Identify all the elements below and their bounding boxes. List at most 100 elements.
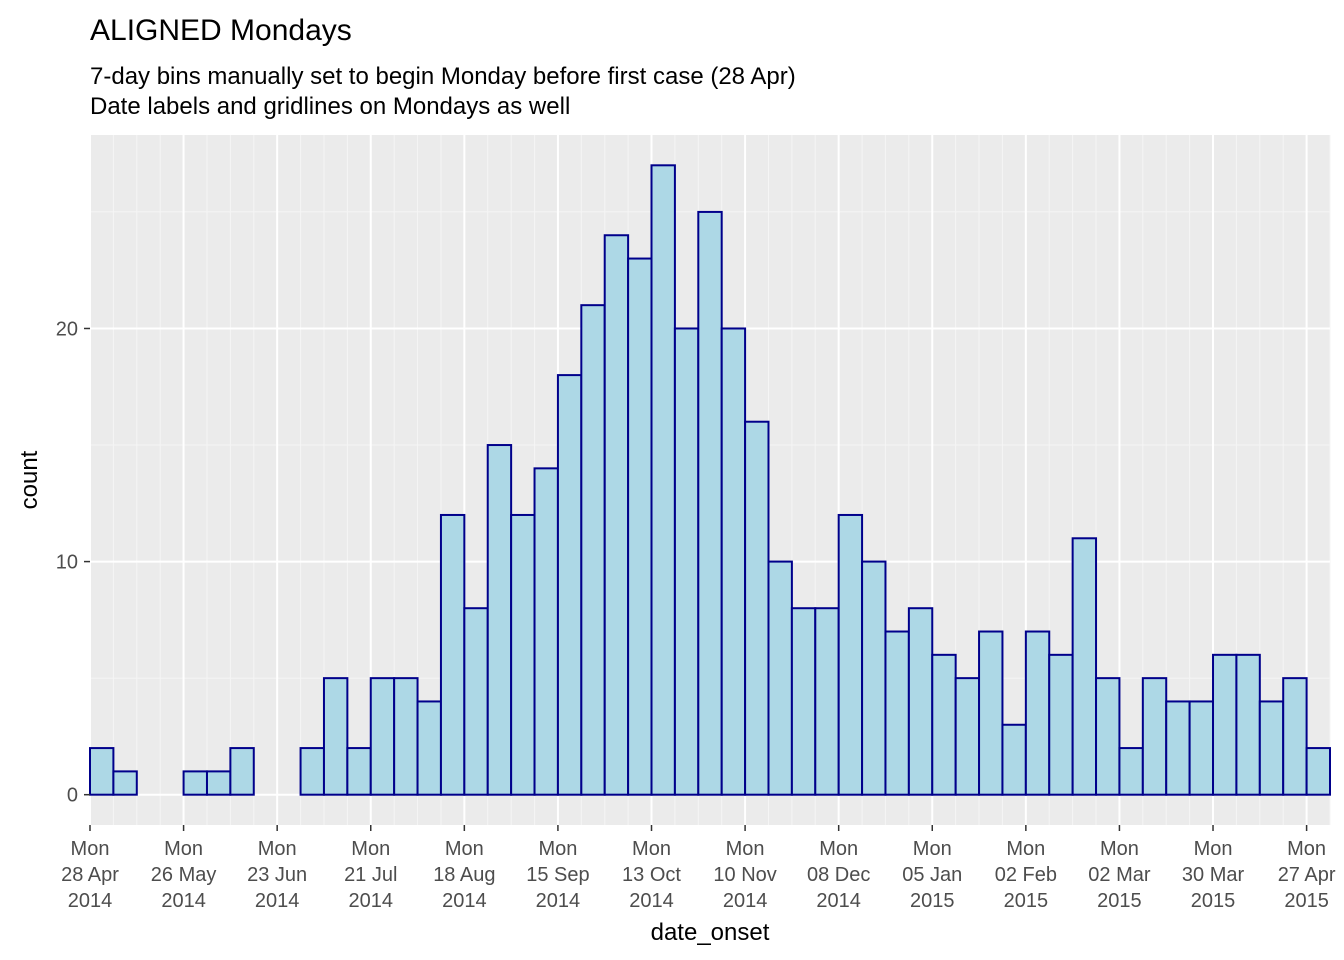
histogram-bar [89,747,115,796]
x-axis-title: date_onset [651,919,770,946]
x-tick-label: 02 Mar [1088,864,1151,886]
x-tick-label: Mon [445,838,484,860]
histogram-bar [533,467,559,796]
x-tick-label: Mon [1194,838,1233,860]
y-tick-label: 0 [67,785,78,807]
x-tick-label: 21 Jul [344,864,397,886]
histogram-bar [205,770,232,796]
histogram-bar [1188,700,1215,796]
histogram-bar [416,700,442,796]
histogram-bars [89,164,1331,796]
histogram-bar [580,304,606,796]
histogram-bar [978,630,1004,796]
x-tick-label: 23 Jun [247,864,307,886]
histogram-bar [1258,700,1285,796]
x-tick-label: Mon [71,838,110,860]
y-tick-label: 20 [56,318,78,340]
x-tick-label: 2014 [536,890,581,912]
x-tick-label: 2014 [442,890,487,912]
chart-title: ALIGNED Mondays [90,14,352,47]
x-tick-label: 2014 [349,890,394,912]
histogram-bar [954,677,981,796]
histogram-bar [439,513,466,796]
histogram-bar [907,607,934,796]
histogram-bar [556,374,583,796]
histogram-bar [790,607,817,796]
histogram-bar [697,210,723,796]
histogram-bar [884,630,910,796]
histogram-bar [1212,653,1238,796]
histogram-bar [463,607,489,796]
chart-subtitle-line-1: 7-day bins manually set to begin Monday … [90,63,796,90]
x-tick-label: Mon [1287,838,1326,860]
x-tick-label: Mon [258,838,297,860]
x-tick-label: 2014 [68,890,113,912]
x-tick-label: 2014 [816,890,861,912]
histogram-bar [1165,700,1191,796]
histogram-bar [112,770,138,796]
x-tick-label: 2014 [723,890,768,912]
x-tick-label: Mon [538,838,577,860]
y-axis: 0 10 20 [56,318,90,807]
x-tick-label: 2015 [1284,890,1329,912]
x-tick-label: 28 Apr [61,864,119,886]
x-tick-label: Mon [1100,838,1139,860]
x-tick-label: Mon [164,838,203,860]
histogram-bar [814,607,840,796]
y-axis-title: count [16,450,43,509]
x-tick-label: 02 Feb [995,864,1057,886]
x-tick-label: 10 Nov [713,864,776,886]
x-tick-label: 2014 [255,890,300,912]
histogram-bar [1071,537,1098,796]
histogram-bar [1095,677,1121,796]
histogram-bar [861,560,887,796]
x-tick-label: 2015 [1004,890,1049,912]
histogram-bar [1001,723,1027,796]
histogram-bar [182,770,208,796]
histogram-bar [767,560,793,796]
histogram-bar [1235,653,1261,796]
histogram-bar [673,327,700,796]
histogram-bar [1141,677,1168,796]
histogram-bar [1048,653,1074,796]
histogram-bar [322,677,349,796]
x-tick-label: Mon [1006,838,1045,860]
x-tick-label: 13 Oct [622,864,681,886]
x-tick-label: Mon [351,838,390,860]
histogram-bar [744,420,770,796]
histogram-bar [1305,747,1331,796]
x-tick-label: 26 May [151,864,217,886]
histogram-bar [486,444,513,796]
histogram-bar [837,513,864,796]
x-tick-label: Mon [726,838,765,860]
histogram-bar [369,677,396,796]
x-tick-label: Mon [632,838,671,860]
histogram-bar [510,513,536,796]
x-tick-label: 2015 [1097,890,1142,912]
x-tick-label: 2015 [1191,890,1236,912]
x-tick-label: 15 Sep [526,864,589,886]
x-tick-label: 27 Apr [1278,864,1336,886]
x-tick-label: 18 Aug [433,864,495,886]
histogram-bar [1282,677,1308,796]
histogram-bar [229,747,255,796]
y-tick-label: 10 [56,552,78,574]
histogram-bar [931,653,957,796]
x-axis: Mon 28 Apr 2014 Mon 26 May 2014 Mon 23 Jun 2014 M… [61,825,1336,912]
x-tick-label: Mon [819,838,858,860]
histogram-bar [346,747,372,796]
histogram-bar [1024,630,1051,796]
x-tick-label: 2014 [161,890,206,912]
histogram-bar [627,257,653,796]
histogram-bar [299,747,325,796]
histogram-bar [1118,747,1144,796]
x-tick-label: 2014 [629,890,674,912]
chart-subtitle-line-2: Date labels and gridlines on Mondays as … [90,93,570,120]
x-tick-label: 2015 [910,890,955,912]
x-tick-label: Mon [913,838,952,860]
x-tick-label: 08 Dec [807,864,870,886]
x-tick-label: 05 Jan [902,864,962,886]
histogram-bar [720,327,747,796]
x-tick-label: 30 Mar [1182,864,1245,886]
